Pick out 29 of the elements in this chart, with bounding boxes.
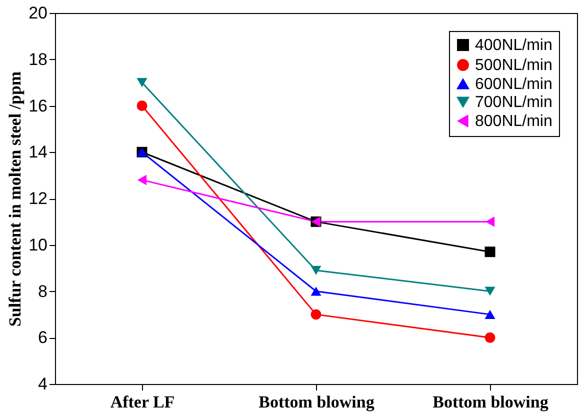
legend-label: 600NL/min xyxy=(475,76,552,93)
y-tick-label: 10 xyxy=(28,235,48,254)
y-tick-label: 8 xyxy=(38,282,48,301)
point xyxy=(485,216,495,227)
point xyxy=(310,309,322,320)
point xyxy=(310,266,322,275)
y-tick-label: 6 xyxy=(38,328,48,348)
point xyxy=(484,310,496,319)
point xyxy=(310,286,322,296)
point xyxy=(137,174,147,186)
point xyxy=(136,78,148,88)
y-tick-label: 16 xyxy=(28,96,48,116)
legend-label: 500NL/min xyxy=(475,57,552,74)
y-tick-label: 20 xyxy=(28,4,48,22)
y-tick-label: 4 xyxy=(38,374,48,394)
point xyxy=(484,332,496,343)
point xyxy=(484,246,496,258)
x-tick-label: Bottom blowing xyxy=(258,392,375,412)
y-axis-title: Sulfur content in molten steel /ppm xyxy=(6,71,25,327)
point xyxy=(484,286,496,296)
x-tick-label: Bottom blowing xyxy=(432,392,549,412)
legend-label: 800NL/min xyxy=(475,113,552,130)
legend-label: 700NL/min xyxy=(475,94,552,111)
legend-label: 400NL/min xyxy=(475,37,552,54)
y-tick-label: 14 xyxy=(28,142,48,162)
y-tick-label: 12 xyxy=(28,189,48,208)
point xyxy=(136,100,148,111)
y-tick-label: 18 xyxy=(28,50,48,69)
x-tick-label: After LF xyxy=(110,392,175,412)
